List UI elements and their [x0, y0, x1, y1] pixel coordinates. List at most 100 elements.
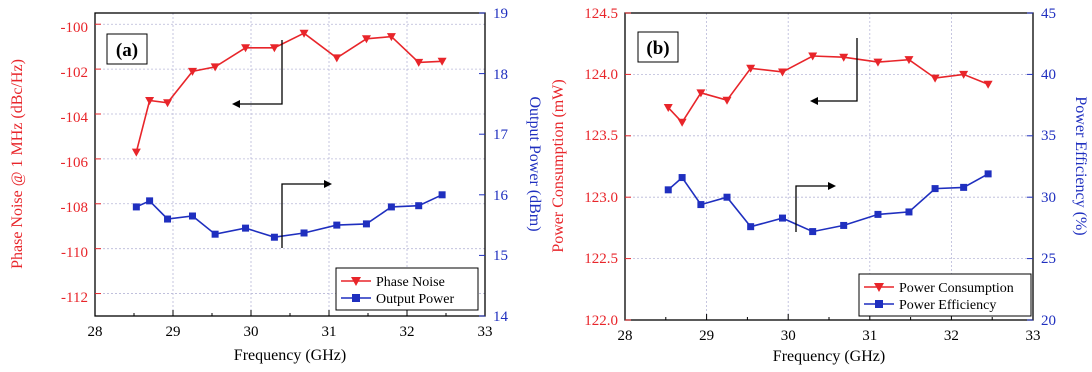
- data-point-output-power: [300, 229, 308, 237]
- legend-label: Power Efficiency: [899, 298, 996, 313]
- right-y-tick-label: 35: [1041, 128, 1056, 144]
- data-point-power-consumption: [808, 52, 818, 61]
- data-point-power-efficiency: [697, 201, 705, 209]
- legend-label: Power Consumption: [899, 281, 1014, 296]
- data-point-output-power: [132, 203, 140, 211]
- ticks-a: [94, 12, 486, 317]
- series-line-phase-noise: [135, 32, 443, 153]
- right-axis-indicator-arrow: [795, 182, 836, 232]
- legend-marker-square-icon: [875, 300, 883, 308]
- x-tick-label: 33: [478, 324, 493, 340]
- panel-label-b: (b): [646, 38, 669, 59]
- data-point-phase-noise: [210, 63, 220, 72]
- data-point-phase-noise: [414, 58, 424, 67]
- data-point-power-consumption: [873, 58, 883, 67]
- data-point-power-consumption: [746, 64, 756, 73]
- data-point-output-power: [242, 224, 250, 232]
- panel-label-box-b: [637, 31, 679, 63]
- right-y-tick-label: 25: [1041, 251, 1056, 267]
- left-axis-indicator-arrow: [232, 40, 283, 108]
- legend-marker-triangle-icon: [351, 277, 361, 286]
- left-y-tick-label: 122.5: [584, 251, 618, 267]
- right-y-tick-label: 15: [493, 248, 508, 264]
- data-point-phase-noise: [163, 99, 173, 108]
- data-point-power-consumption: [930, 74, 940, 83]
- legend-box: [858, 273, 1032, 317]
- data-point-power-efficiency: [747, 223, 755, 231]
- data-point-power-efficiency: [809, 228, 817, 236]
- data-point-power-efficiency: [778, 214, 786, 222]
- data-point-output-power: [333, 221, 341, 229]
- legend-box: [335, 267, 479, 311]
- data-point-power-consumption: [839, 53, 849, 62]
- left-y-tick-label: -106: [61, 155, 89, 171]
- x-axis-label: Frequency (GHz): [234, 347, 346, 364]
- right-y-tick-label: 14: [493, 309, 509, 325]
- right-y-tick-label: 17: [493, 127, 509, 143]
- data-point-output-power: [362, 220, 370, 228]
- x-tick-label: 29: [699, 328, 714, 344]
- chart-panel-a: 28 29 30 31 32 33 Frequency (GHz) -112 -…: [9, 6, 543, 364]
- right-y-axis-label: Power Efficiency (%): [1072, 96, 1089, 235]
- data-point-phase-noise: [241, 44, 251, 53]
- legend-b: Power Consumption Power Efficiency: [858, 273, 1032, 317]
- data-point-power-consumption: [983, 80, 993, 89]
- x-axis-label: Frequency (GHz): [773, 348, 885, 365]
- data-point-phase-noise: [145, 97, 155, 106]
- left-y-tick-label: -112: [61, 290, 88, 306]
- right-y-tick-label: 20: [1041, 313, 1056, 329]
- left-y-axis-label: Power Consumption (mW): [550, 79, 567, 252]
- legend-marker-square-icon: [352, 294, 360, 302]
- x-tick-label: 30: [781, 328, 796, 344]
- panel-label-box-a: [106, 33, 148, 65]
- left-y-tick-label: 123.5: [584, 128, 618, 144]
- right-y-tick-label: 19: [493, 6, 508, 22]
- chart-panel-b: 28 29 30 31 32 33 Frequency (GHz) 122.0 …: [550, 6, 1089, 365]
- left-y-tick-label: 124.5: [584, 6, 618, 22]
- left-y-tick-label: -110: [61, 245, 88, 261]
- left-y-tick-label: 124.0: [584, 67, 618, 83]
- x-tick-label: 30: [244, 324, 259, 340]
- data-point-output-power: [189, 212, 196, 220]
- left-y-axis-label: Phase Noise @ 1 MHz (dBc/Hz): [9, 59, 26, 269]
- data-point-phase-noise: [437, 57, 447, 66]
- left-y-tick-label: -108: [61, 200, 89, 216]
- data-point-power-efficiency: [905, 208, 913, 216]
- data-point-output-power: [270, 233, 278, 241]
- data-point-power-efficiency: [931, 185, 939, 193]
- left-y-tick-label: -102: [61, 65, 89, 81]
- data-point-power-consumption: [959, 70, 969, 79]
- x-tick-label: 31: [322, 324, 337, 340]
- data-point-power-efficiency: [874, 210, 882, 218]
- data-point-phase-noise: [131, 148, 141, 157]
- left-axis-indicator-arrow: [810, 38, 858, 105]
- data-point-power-efficiency: [664, 186, 672, 194]
- data-point-power-consumption: [696, 89, 706, 98]
- data-point-power-consumption: [777, 68, 787, 77]
- right-y-tick-label: 45: [1041, 6, 1056, 22]
- legend-label: Output Power: [376, 292, 455, 307]
- legend-a: Phase Noise Output Power: [335, 267, 479, 311]
- series-line-power-consumption: [667, 55, 989, 124]
- x-tick-label: 32: [400, 324, 415, 340]
- data-point-phase-noise: [332, 54, 342, 63]
- x-tick-label: 28: [618, 328, 633, 344]
- left-y-tick-label: 122.0: [584, 313, 618, 329]
- right-y-axis-label: Output Power (dBm): [526, 96, 543, 231]
- data-point-output-power: [387, 203, 395, 211]
- data-point-phase-noise: [299, 29, 309, 38]
- x-tick-label: 28: [88, 324, 103, 340]
- data-point-power-consumption: [663, 104, 673, 113]
- data-point-output-power: [438, 191, 446, 199]
- right-y-tick-label: 30: [1041, 190, 1056, 206]
- data-point-output-power: [164, 215, 172, 223]
- x-tick-label: 31: [862, 328, 877, 344]
- series-layer-a: [131, 29, 447, 241]
- left-y-tick-label: 123.0: [584, 190, 618, 206]
- left-y-tick-label: -104: [61, 110, 89, 126]
- data-point-power-efficiency: [678, 174, 686, 182]
- data-point-phase-noise: [361, 35, 371, 44]
- data-point-power-efficiency: [723, 193, 731, 201]
